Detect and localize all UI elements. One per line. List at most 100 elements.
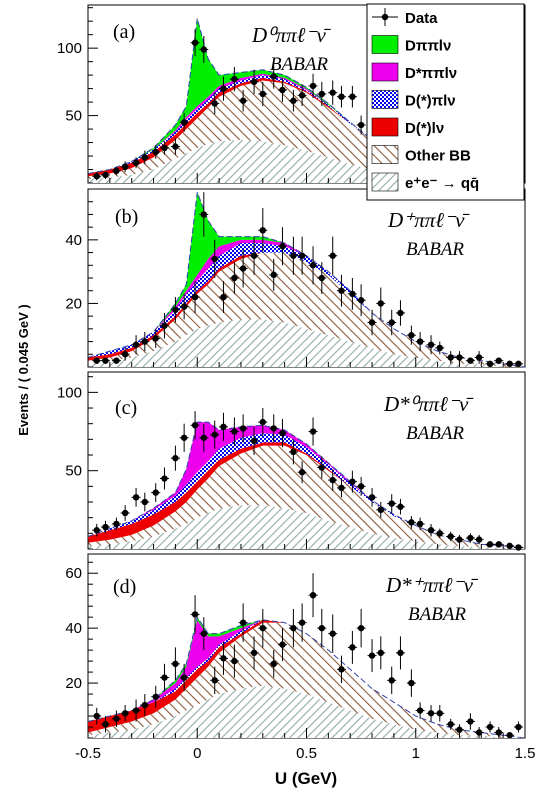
data-point	[495, 729, 502, 736]
y-tick-label: 40	[65, 232, 82, 249]
data-point	[121, 710, 129, 717]
data-point	[377, 506, 384, 514]
data-point	[388, 319, 395, 326]
data-point	[329, 89, 336, 96]
panel-c: 50 100 (c) D*⁰ππℓ⁻ν̄ BABAR	[57, 371, 526, 551]
data-point	[191, 39, 199, 46]
data-point	[113, 357, 120, 364]
panel-tag: (a)	[113, 21, 135, 43]
data-point	[191, 293, 199, 301]
data-point	[279, 243, 286, 250]
data-point	[200, 630, 208, 637]
data-point	[467, 718, 474, 725]
data-point	[416, 520, 424, 528]
total-fit-line	[87, 615, 526, 739]
y-tick-label: 20	[65, 295, 82, 312]
data-point	[259, 624, 266, 632]
legend-swatch	[371, 90, 399, 109]
area-eeqq	[88, 685, 525, 738]
data-point	[318, 274, 325, 282]
experiment-label: BABAR	[406, 423, 464, 444]
data-point	[447, 533, 454, 540]
data-point	[161, 144, 168, 152]
data-point	[467, 357, 474, 364]
data-point	[475, 729, 483, 736]
data-point	[102, 357, 109, 364]
data-point	[270, 73, 277, 80]
data-point	[191, 422, 199, 429]
data-point	[338, 93, 345, 100]
panel-tag: (c)	[115, 397, 137, 419]
data-point	[329, 630, 336, 637]
y-tick-label: 50	[65, 463, 82, 480]
data-point	[220, 293, 227, 301]
data-point	[506, 542, 513, 550]
data-point	[298, 619, 306, 626]
data-point	[231, 428, 238, 435]
data-point	[309, 262, 317, 269]
area-otherbb	[88, 252, 525, 367]
panel-marks: 20 40 60	[65, 561, 526, 739]
data-point	[486, 723, 494, 731]
x-tick-labels: -0.5 0 0.5 1 1.5	[75, 745, 535, 762]
data-point	[506, 360, 513, 368]
data-point	[132, 707, 140, 714]
data-point	[259, 90, 266, 98]
data-point	[475, 536, 483, 543]
legend-swatch	[371, 172, 399, 192]
data-point	[349, 290, 356, 298]
data-point	[397, 309, 404, 317]
legend-label: D*ππlν	[405, 65, 457, 82]
y-tick-label: 20	[65, 675, 82, 692]
area-dl	[88, 18, 525, 182]
data-point	[309, 82, 317, 90]
data-point	[93, 173, 100, 180]
data-point	[180, 434, 188, 441]
data-point	[515, 723, 522, 731]
data-point	[141, 338, 149, 345]
data-point	[329, 476, 336, 484]
data-point	[436, 710, 443, 717]
area-otherbb	[88, 80, 525, 183]
data-point	[113, 520, 120, 528]
data-point	[349, 478, 356, 485]
data-point	[132, 341, 140, 348]
data-point	[408, 679, 415, 687]
data-point	[200, 211, 208, 218]
legend-label: D(*)πlν	[405, 93, 456, 110]
total-fit-line	[87, 421, 526, 548]
data-point	[211, 100, 218, 107]
data-point	[172, 143, 179, 150]
data-point	[93, 712, 100, 720]
area-dl	[88, 422, 525, 548]
data-point	[436, 530, 443, 537]
data-point	[427, 341, 435, 348]
data-point	[318, 464, 325, 471]
data-point	[161, 322, 168, 329]
channel-label: D*⁺ππℓ⁻ν̄	[385, 573, 479, 597]
legend-swatch	[371, 145, 399, 164]
data-point	[318, 90, 325, 98]
legend-swatch	[371, 117, 399, 137]
data-point	[290, 97, 297, 104]
data-point	[141, 701, 149, 709]
data-point	[132, 494, 140, 501]
data-point	[200, 46, 208, 53]
x-axis-title: U (GeV)	[275, 769, 337, 788]
data-point	[200, 434, 208, 441]
legend-data-marker	[381, 13, 389, 21]
data-point	[416, 338, 424, 345]
data-point	[349, 644, 356, 651]
data-point	[515, 544, 522, 551]
data-point	[279, 641, 286, 648]
data-point	[231, 75, 238, 83]
data-point	[447, 721, 454, 728]
data-point	[259, 227, 266, 234]
panel-tag: (b)	[115, 206, 138, 228]
y-axis-title: Events / ( 0.045 GeV )	[16, 304, 31, 436]
data-point	[250, 78, 258, 86]
data-point	[259, 418, 266, 426]
data-point	[211, 431, 218, 438]
